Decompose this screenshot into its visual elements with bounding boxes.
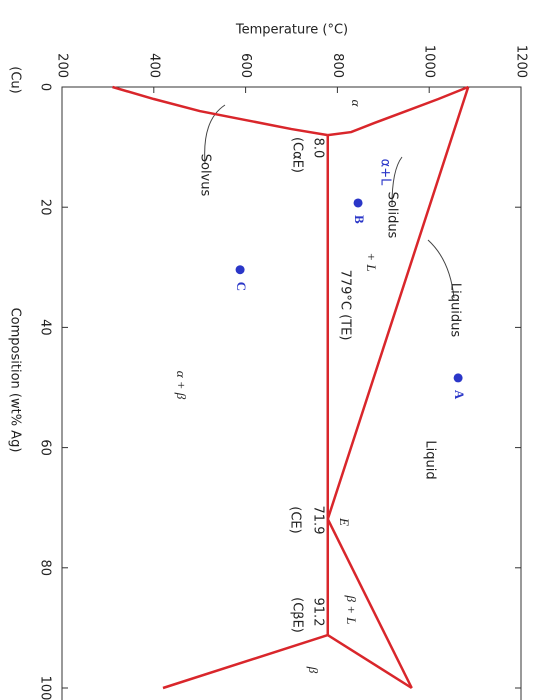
- solvus-arrow: [204, 104, 226, 164]
- phase-boundary: [162, 633, 329, 690]
- state-point: [453, 373, 463, 383]
- phase-boundary: [326, 86, 470, 520]
- phase-boundary: [327, 85, 469, 137]
- annotation: 91.2: [311, 598, 326, 627]
- y-tick-label: 400: [146, 53, 161, 78]
- solidus-arrow: [391, 156, 403, 206]
- phase-boundary: [327, 634, 413, 690]
- curve-label: Solvus: [198, 154, 213, 197]
- x-tick-label: 80: [38, 560, 53, 577]
- x-tick-label: 20: [38, 199, 53, 216]
- annotation: (CβE): [290, 597, 305, 633]
- liquidus-arrow: [427, 239, 455, 299]
- x-end-label: (Cu): [8, 66, 23, 93]
- annotation: α + β: [174, 371, 189, 400]
- annotation: β + L: [344, 595, 359, 625]
- y-tick-label: 1200: [514, 45, 529, 78]
- annotation: Liquid: [423, 440, 438, 479]
- point-label: C: [234, 282, 249, 291]
- x-tick-label: 40: [38, 319, 53, 336]
- y-tick-label: 200: [55, 53, 70, 78]
- point-label: B: [352, 215, 367, 224]
- x-tick-label: 100: [38, 676, 53, 700]
- annotation: 71.9: [311, 506, 326, 535]
- annotation: β: [306, 666, 321, 674]
- annotation: 8.0: [311, 138, 326, 159]
- annotation: + L: [364, 252, 379, 271]
- x-tick-label: 0: [38, 83, 53, 91]
- point-label: A: [452, 390, 467, 400]
- plot-frame: [61, 86, 522, 700]
- y-tick-label: 1000: [422, 45, 437, 78]
- x-tick-label: 60: [38, 439, 53, 456]
- y-tick-label: 600: [238, 53, 253, 78]
- curve-label: Liquidus: [448, 283, 463, 337]
- y-tick-label: 800: [330, 53, 345, 78]
- rotated-plot: Temperature (°C) Composition (wt% Ag) (C…: [8, 23, 529, 700]
- annotation: (CE): [288, 506, 303, 533]
- handwritten-note: α+L: [378, 159, 393, 186]
- state-point: [353, 198, 363, 208]
- annotation: (CαE): [290, 137, 305, 173]
- state-point: [235, 265, 245, 275]
- x-axis-title: Composition (wt% Ag): [8, 308, 23, 453]
- curve-label: 779°C (TE): [338, 270, 353, 341]
- curve-label: Solidus: [385, 192, 400, 239]
- phase-boundary: [112, 85, 328, 137]
- annotation: E: [337, 517, 352, 526]
- y-axis-title: Temperature (°C): [235, 23, 348, 38]
- phase-boundary: [326, 518, 413, 689]
- annotation: α: [349, 100, 364, 108]
